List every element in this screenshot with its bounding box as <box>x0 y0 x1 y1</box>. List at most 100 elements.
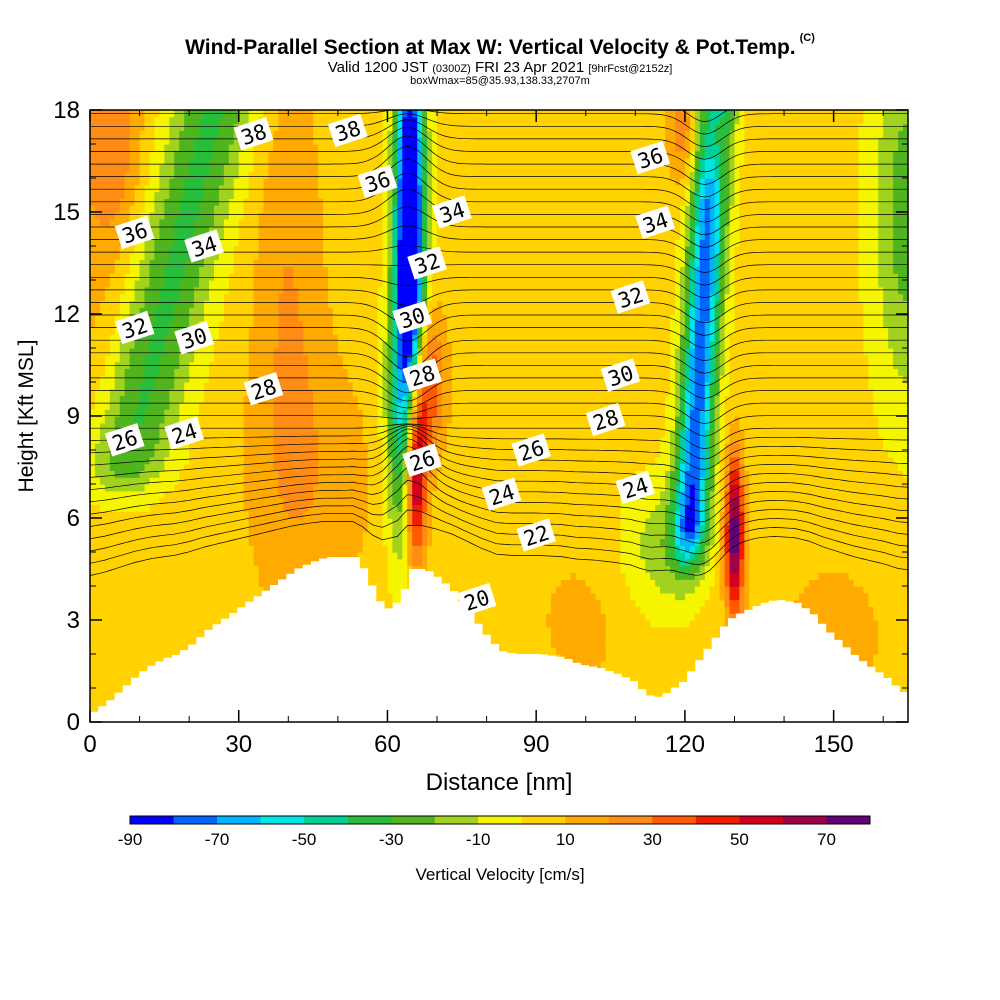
velocity-cell <box>135 260 141 267</box>
velocity-cell <box>249 300 255 307</box>
velocity-cell <box>194 368 200 375</box>
velocity-cell <box>283 450 289 457</box>
velocity-cell <box>313 280 319 287</box>
velocity-cell <box>338 545 344 552</box>
velocity-cell <box>353 362 359 369</box>
velocity-cell <box>288 552 294 559</box>
velocity-cell <box>95 640 101 647</box>
velocity-cell <box>209 368 215 375</box>
velocity-cell <box>333 341 339 348</box>
velocity-cell <box>278 117 284 124</box>
velocity-cell <box>283 239 289 246</box>
velocity-cell <box>179 300 185 307</box>
velocity-cell <box>90 681 96 688</box>
velocity-cell <box>224 280 230 287</box>
velocity-cell <box>154 396 160 403</box>
velocity-cell <box>159 280 165 287</box>
velocity-cell <box>179 545 185 552</box>
velocity-cell <box>135 545 141 552</box>
velocity-cell <box>189 117 195 124</box>
velocity-cell <box>90 232 96 239</box>
velocity-cell <box>343 151 349 158</box>
velocity-cell <box>348 328 354 335</box>
velocity-cell <box>298 375 304 382</box>
velocity-cell <box>328 334 334 341</box>
velocity-cell <box>293 294 299 301</box>
velocity-cell <box>298 253 304 260</box>
velocity-cell <box>239 566 245 573</box>
velocity-cell <box>110 681 116 688</box>
velocity-cell <box>154 491 160 498</box>
velocity-cell <box>298 532 304 539</box>
velocity-cell <box>288 355 294 362</box>
velocity-cell <box>149 518 155 525</box>
velocity-cell <box>164 287 170 294</box>
velocity-cell <box>353 504 359 511</box>
velocity-cell <box>159 606 165 613</box>
velocity-cell <box>264 253 270 260</box>
velocity-cell <box>149 416 155 423</box>
velocity-cell <box>318 532 324 539</box>
velocity-cell <box>164 613 170 620</box>
velocity-cell <box>130 470 136 477</box>
velocity-cell <box>184 634 190 641</box>
velocity-cell <box>130 280 136 287</box>
velocity-cell <box>278 334 284 341</box>
velocity-cell <box>145 634 151 641</box>
velocity-cell <box>224 389 230 396</box>
velocity-cell <box>219 307 225 314</box>
velocity-cell <box>303 389 309 396</box>
velocity-cell <box>268 436 274 443</box>
velocity-cell <box>254 430 260 437</box>
velocity-cell <box>154 634 160 641</box>
velocity-cell <box>264 545 270 552</box>
velocity-cell <box>358 253 364 260</box>
velocity-cell <box>308 239 314 246</box>
velocity-cell <box>229 477 235 484</box>
velocity-cell <box>229 593 235 600</box>
velocity-cell <box>254 559 260 566</box>
velocity-cell <box>199 171 205 178</box>
velocity-cell <box>323 232 329 239</box>
velocity-cell <box>259 307 265 314</box>
velocity-cell <box>278 416 284 423</box>
velocity-cell <box>209 321 215 328</box>
velocity-cell <box>135 178 141 185</box>
velocity-cell <box>184 620 190 627</box>
velocity-cell <box>90 144 96 151</box>
velocity-cell <box>110 205 116 212</box>
velocity-cell <box>318 416 324 423</box>
velocity-cell <box>184 470 190 477</box>
velocity-cell <box>95 600 101 607</box>
velocity-cell <box>303 511 309 518</box>
velocity-cell <box>135 450 141 457</box>
velocity-cell <box>120 545 126 552</box>
velocity-cell <box>140 348 146 355</box>
velocity-cell <box>293 212 299 219</box>
velocity-cell <box>328 416 334 423</box>
velocity-cell <box>149 559 155 566</box>
velocity-cell <box>199 185 205 192</box>
velocity-cell <box>90 654 96 661</box>
velocity-cell <box>278 348 284 355</box>
velocity-cell <box>303 545 309 552</box>
velocity-cell <box>174 137 180 144</box>
velocity-cell <box>184 572 190 579</box>
velocity-cell <box>90 334 96 341</box>
velocity-cell <box>149 273 155 280</box>
velocity-cell <box>283 144 289 151</box>
velocity-cell <box>219 430 225 437</box>
velocity-cell <box>298 389 304 396</box>
velocity-cell <box>234 348 240 355</box>
velocity-cell <box>189 606 195 613</box>
velocity-cell <box>204 294 210 301</box>
velocity-cell <box>169 137 175 144</box>
velocity-cell <box>229 124 235 131</box>
velocity-cell <box>115 586 121 593</box>
velocity-cell <box>204 164 210 171</box>
velocity-cell <box>179 375 185 382</box>
velocity-cell <box>110 232 116 239</box>
velocity-cell <box>125 498 131 505</box>
velocity-cell <box>154 647 160 654</box>
velocity-cell <box>135 117 141 124</box>
